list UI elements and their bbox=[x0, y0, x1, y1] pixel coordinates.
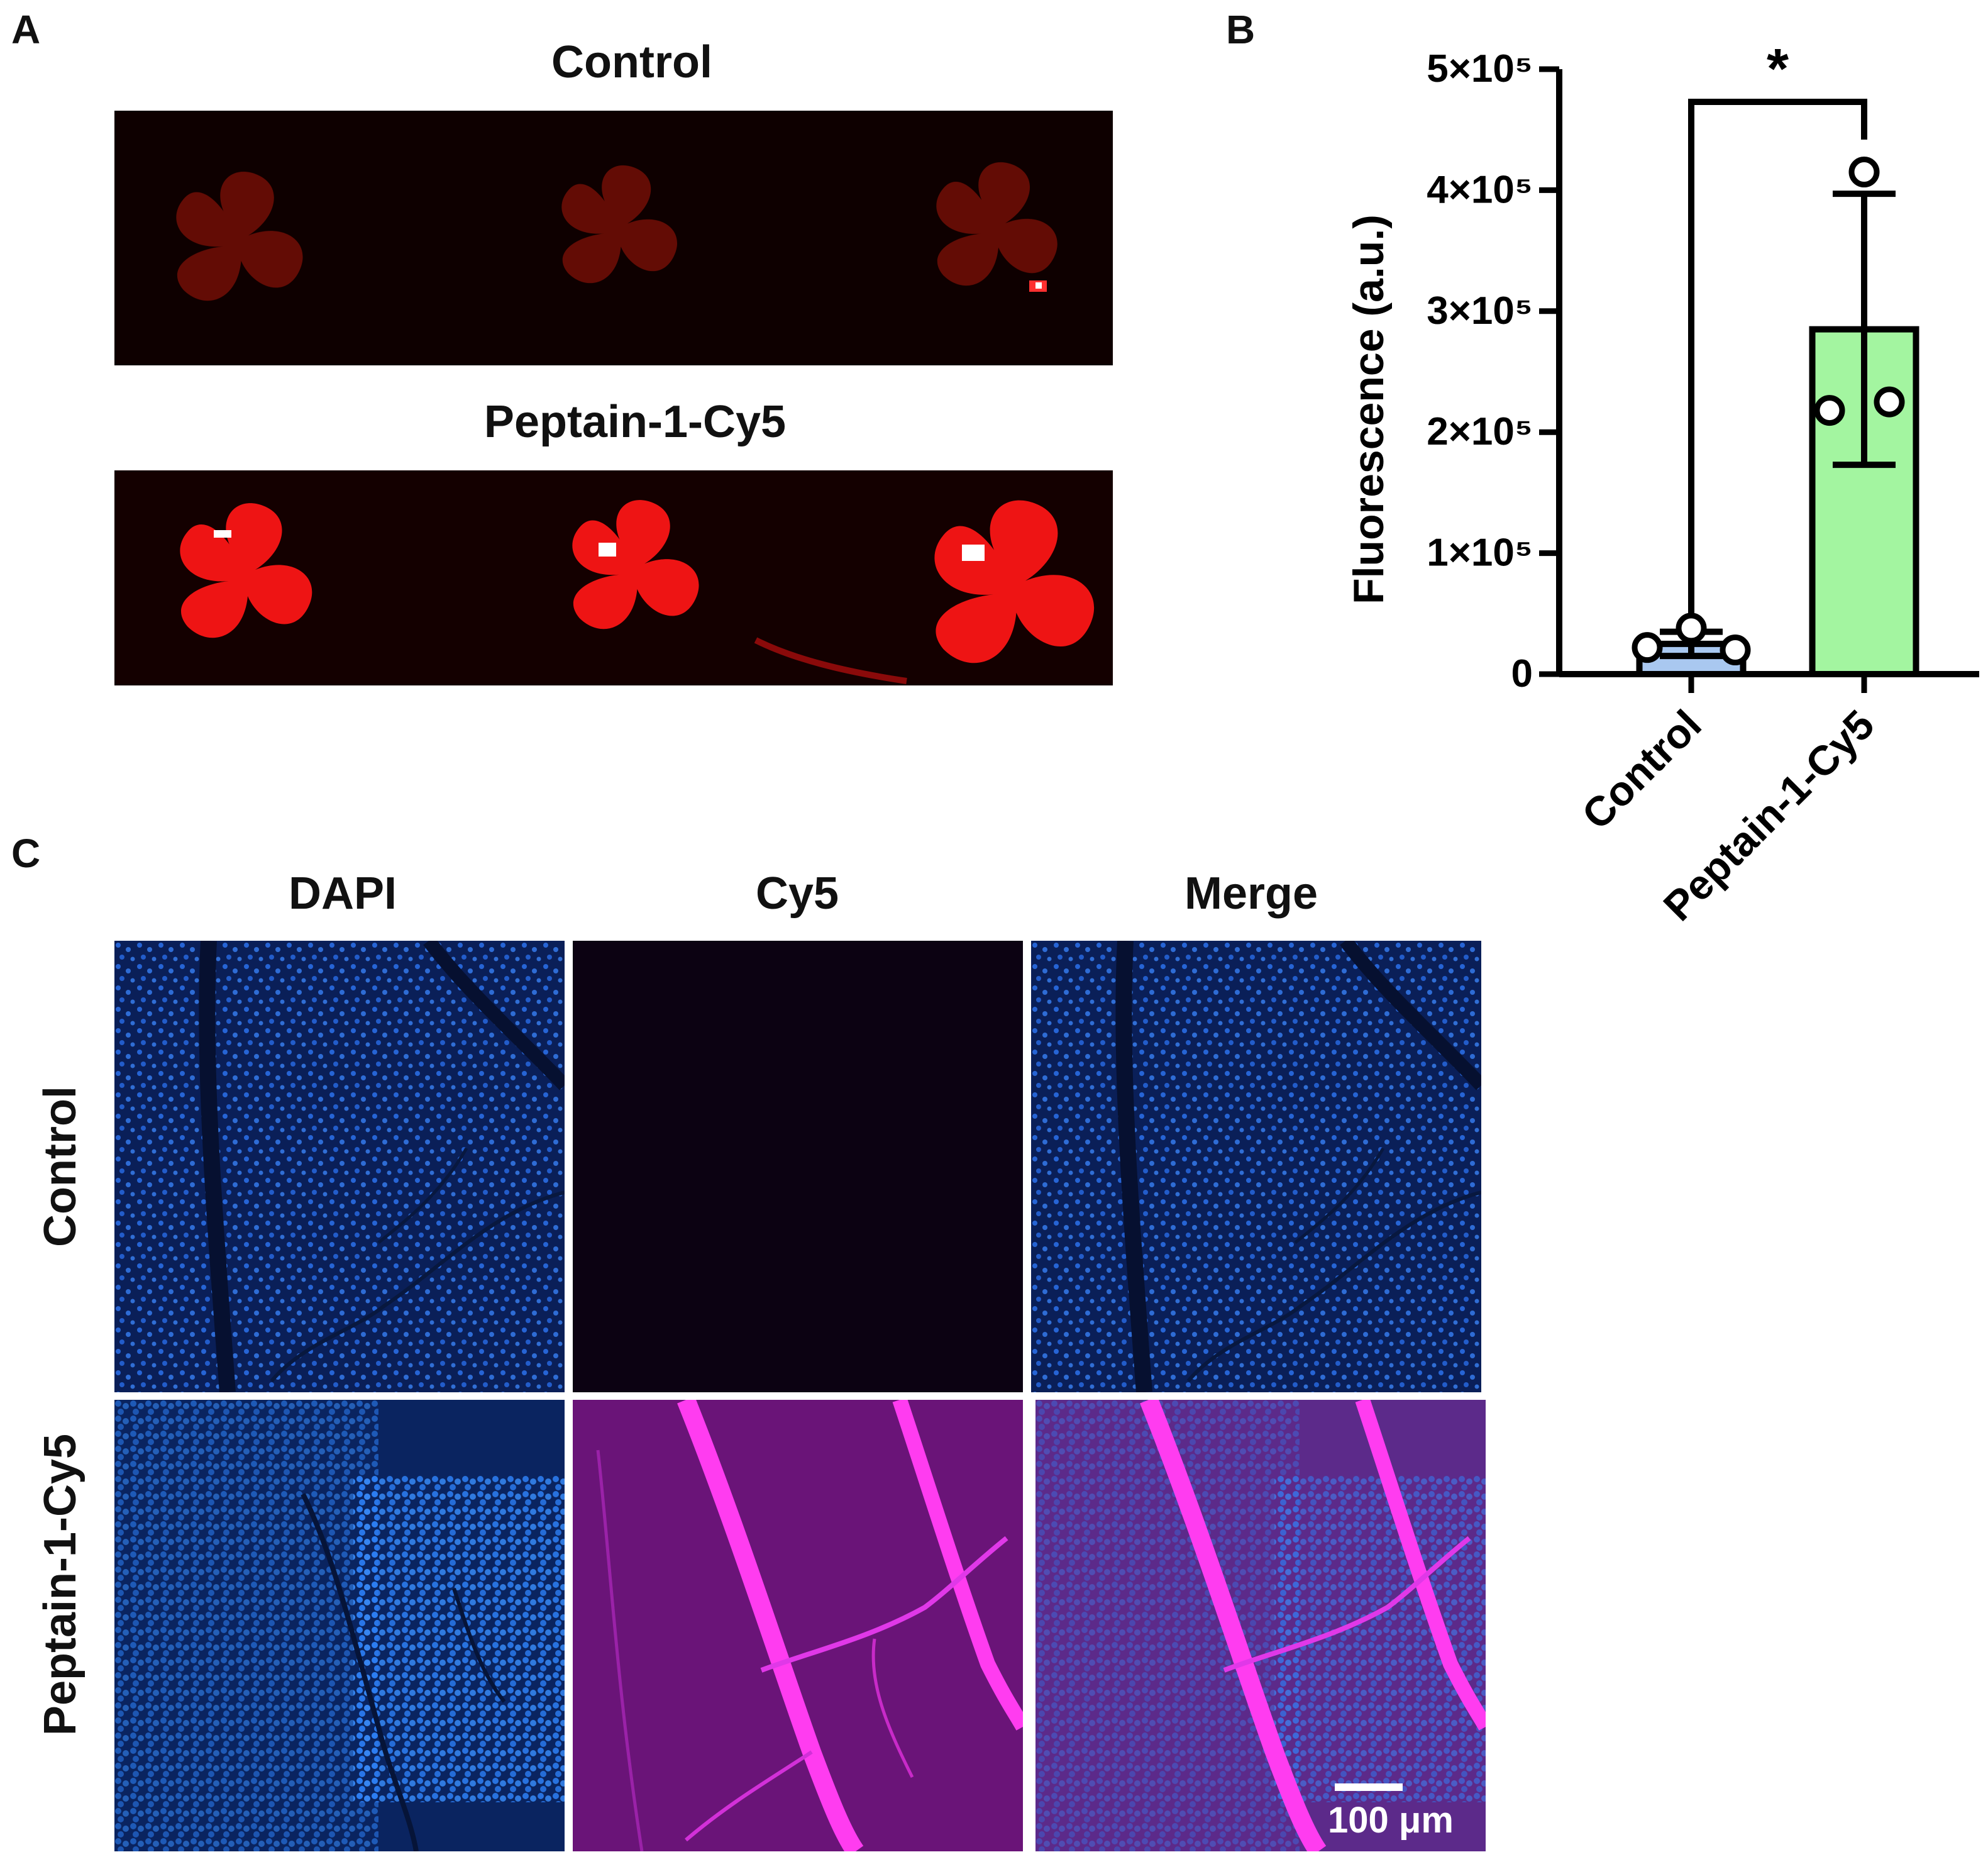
micrograph-control-cy5 bbox=[573, 941, 1023, 1392]
data-point-0-0 bbox=[1632, 632, 1663, 663]
column-title-merge: Merge bbox=[1184, 868, 1318, 919]
panel-a-control-title: Control bbox=[551, 37, 712, 87]
scale-bar-label: 100 μm bbox=[1328, 1800, 1454, 1841]
y-tick-label-2: 2×10⁵ bbox=[1427, 410, 1533, 453]
panel-a-control-image bbox=[114, 111, 1113, 365]
panel-b-letter: B bbox=[1226, 7, 1256, 52]
panel-a-peptain-image bbox=[114, 470, 1113, 685]
bar-chart: 01×10⁵2×10⁵3×10⁵4×10⁵5×10⁵ControlPeptain… bbox=[1345, 38, 1979, 929]
micrograph-control-merge bbox=[1031, 941, 1481, 1392]
data-point-0-2 bbox=[1720, 635, 1751, 666]
column-title-cy5: Cy5 bbox=[755, 868, 839, 919]
y-tick-label-5: 5×10⁵ bbox=[1427, 47, 1533, 91]
row-label-control: Control bbox=[35, 1086, 86, 1247]
data-point-1-1 bbox=[1814, 395, 1845, 426]
y-tick-label-4: 4×10⁵ bbox=[1427, 168, 1533, 211]
panel-a-letter: A bbox=[11, 7, 41, 52]
micrograph-peptain-merge: 100 μm bbox=[1035, 1400, 1486, 1851]
y-tick-label-1: 1×10⁵ bbox=[1427, 531, 1533, 575]
y-tick-label-0: 0 bbox=[1511, 652, 1533, 696]
panel-a-peptain-title: Peptain-1-Cy5 bbox=[483, 397, 787, 447]
significance-star: * bbox=[1767, 38, 1789, 101]
data-point-1-2 bbox=[1874, 386, 1905, 418]
micrograph-control-dapi bbox=[114, 941, 565, 1392]
significance-bracket bbox=[1688, 99, 1867, 615]
data-point-1-0 bbox=[1848, 157, 1880, 188]
y-axis-label: Fluorescence (a.u.) bbox=[1345, 214, 1393, 604]
micrograph-peptain-dapi bbox=[114, 1400, 565, 1851]
data-point-0-1 bbox=[1676, 613, 1707, 644]
y-tick-label-3: 3×10⁵ bbox=[1427, 289, 1533, 333]
column-title-dapi: DAPI bbox=[288, 868, 397, 919]
micrograph-peptain-cy5 bbox=[573, 1400, 1023, 1851]
x-tick-label-0: Control bbox=[1573, 701, 1710, 838]
panel-c-letter: C bbox=[11, 831, 41, 876]
row-label-peptain: Peptain-1-Cy5 bbox=[35, 1433, 86, 1736]
